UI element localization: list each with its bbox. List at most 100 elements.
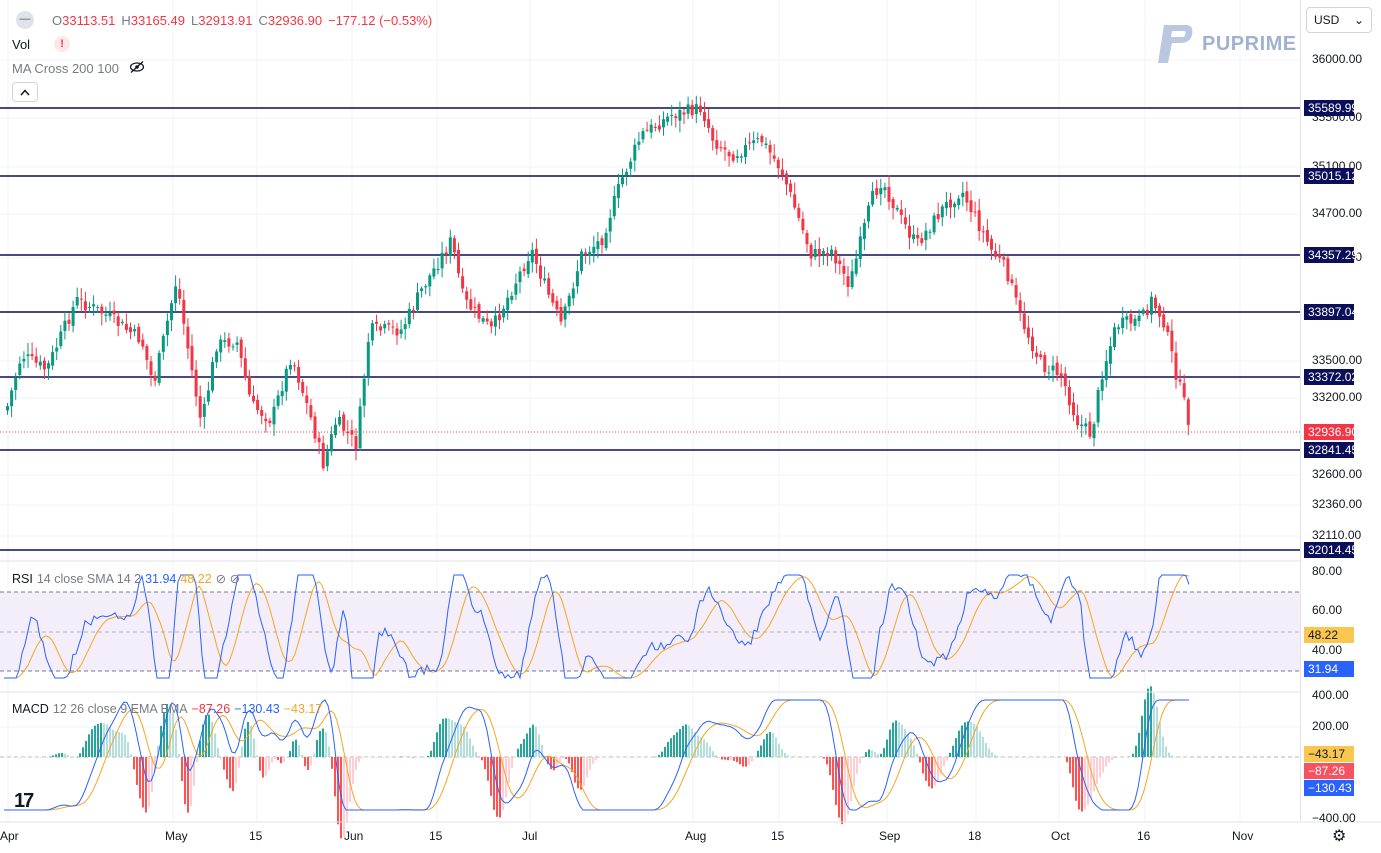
macd-hist-bar bbox=[238, 757, 240, 768]
candle-body bbox=[276, 395, 280, 406]
candle-body bbox=[350, 430, 354, 435]
macd-hist-bar bbox=[865, 752, 867, 757]
macd-hist-bar bbox=[1006, 757, 1008, 758]
macd-hist-bar bbox=[790, 756, 792, 758]
candle-body bbox=[920, 238, 924, 244]
candle-body bbox=[940, 206, 944, 218]
macd-hist-bar bbox=[1174, 756, 1176, 758]
warning-icon[interactable]: ! bbox=[54, 36, 71, 52]
price-axis-label: 33200.00 bbox=[1312, 390, 1363, 404]
macd-hist-bar bbox=[826, 757, 828, 765]
price-axis-label: 32360.00 bbox=[1312, 497, 1363, 511]
macd-hist-bar bbox=[349, 757, 351, 803]
candle-body bbox=[354, 436, 358, 450]
candle-body bbox=[903, 217, 907, 225]
candle-body bbox=[264, 418, 268, 422]
macd-hist-bar bbox=[250, 725, 252, 757]
macd-hist-bar bbox=[607, 757, 609, 758]
candle-body bbox=[698, 105, 702, 113]
macd-hist-bar bbox=[520, 743, 522, 757]
candle-body bbox=[813, 249, 817, 258]
macd-hist-bar bbox=[985, 743, 987, 757]
candle-body bbox=[448, 237, 452, 256]
rsi-tag: 31.94 bbox=[1304, 661, 1354, 677]
candle-body bbox=[694, 104, 698, 115]
macd-hist-bar bbox=[472, 745, 474, 757]
macd-legend[interactable]: MACD 12 26 close 9 EMA EMA −87.26 −130.4… bbox=[12, 702, 322, 716]
candle-body bbox=[924, 230, 928, 241]
macd-hist-bar bbox=[592, 757, 594, 764]
symbol-menu-button[interactable]: — bbox=[16, 11, 34, 29]
candle-body bbox=[465, 291, 469, 300]
time-axis-label: 18 bbox=[968, 829, 982, 843]
macd-hist-bar bbox=[511, 757, 513, 769]
candle-body bbox=[186, 326, 190, 349]
macd-hist-bar bbox=[448, 718, 450, 757]
macd-hist-bar bbox=[268, 757, 270, 770]
rsi-ma-tag: 48.22 bbox=[1304, 627, 1354, 643]
macd-hist-bar bbox=[895, 720, 897, 757]
macd-hist-bar bbox=[550, 757, 552, 770]
macd-hist-bar bbox=[385, 757, 387, 758]
candle-body bbox=[182, 299, 186, 324]
macd-hist-bar bbox=[247, 721, 249, 757]
vol-label[interactable]: Vol bbox=[12, 36, 31, 52]
candle-body bbox=[867, 205, 870, 222]
candle-body bbox=[908, 225, 911, 238]
candle-body bbox=[1166, 325, 1170, 332]
macd-hist-bar bbox=[688, 725, 690, 757]
candle-body bbox=[75, 297, 79, 306]
ma-cross-label[interactable]: MA Cross 200 100 bbox=[12, 61, 119, 76]
rsi-legend[interactable]: RSI 14 close SMA 14 2 31.94 48.22 ⊘ ⊘ bbox=[12, 571, 240, 587]
macd-hist-bar bbox=[274, 757, 276, 759]
macd-hist-bar bbox=[703, 739, 705, 757]
macd-hist-bar bbox=[958, 730, 960, 757]
ohlc-low: L32913.91 bbox=[191, 12, 253, 28]
candle-body bbox=[674, 116, 678, 119]
macd-hist-bar bbox=[1108, 757, 1110, 763]
rsi-value: 31.94 bbox=[145, 571, 177, 586]
currency-select[interactable]: USD ⌄ bbox=[1306, 7, 1372, 33]
macd-hist-bar bbox=[1054, 757, 1056, 758]
macd-hist-bar bbox=[1009, 757, 1011, 758]
macd-hist-bar bbox=[1075, 757, 1077, 801]
macd-hist-bar bbox=[580, 757, 582, 790]
macd-line bbox=[4, 699, 1189, 811]
candle-body bbox=[994, 250, 998, 257]
collapse-legend-button[interactable] bbox=[12, 82, 38, 102]
macd-hist-bar bbox=[319, 730, 321, 757]
candle-body bbox=[953, 203, 957, 208]
macd-hist-bar bbox=[1111, 757, 1113, 760]
macd-hist-bar bbox=[925, 757, 927, 781]
candle-body bbox=[477, 304, 481, 319]
macd-hist-bar bbox=[241, 746, 243, 757]
candle-body bbox=[965, 191, 969, 203]
candle-body bbox=[1186, 399, 1190, 425]
macd-hist-bar bbox=[442, 718, 444, 757]
macd-hist-bar bbox=[568, 757, 570, 764]
candle-body bbox=[510, 295, 514, 301]
macd-hist-bar bbox=[1000, 756, 1002, 758]
candle-body bbox=[194, 369, 198, 397]
macd-hist-bar bbox=[1099, 757, 1101, 778]
macd-hist-bar bbox=[202, 724, 204, 757]
macd-hist-bar bbox=[418, 757, 420, 758]
candle-body bbox=[506, 297, 510, 311]
macd-hist-bar bbox=[547, 757, 549, 765]
rsi-params: 14 close SMA 14 2 bbox=[36, 571, 142, 586]
macd-hist-bar bbox=[382, 757, 384, 758]
eye-hidden-icon[interactable] bbox=[129, 60, 145, 77]
candle-body bbox=[1178, 379, 1182, 382]
tradingview-logo[interactable]: 17 bbox=[14, 790, 34, 812]
rsi-ma-line bbox=[4, 574, 1190, 679]
candle-body bbox=[580, 251, 583, 272]
macd-hist-bar bbox=[916, 753, 918, 757]
settings-icon[interactable]: ⚙ bbox=[1332, 828, 1347, 845]
macd-hist-bar bbox=[1072, 757, 1074, 788]
macd-hist-bar bbox=[619, 757, 621, 758]
macd-hist-bar bbox=[130, 754, 132, 757]
macd-hist-bar bbox=[1159, 722, 1161, 757]
candle-body bbox=[407, 308, 411, 325]
macd-hist-bar bbox=[184, 757, 186, 805]
